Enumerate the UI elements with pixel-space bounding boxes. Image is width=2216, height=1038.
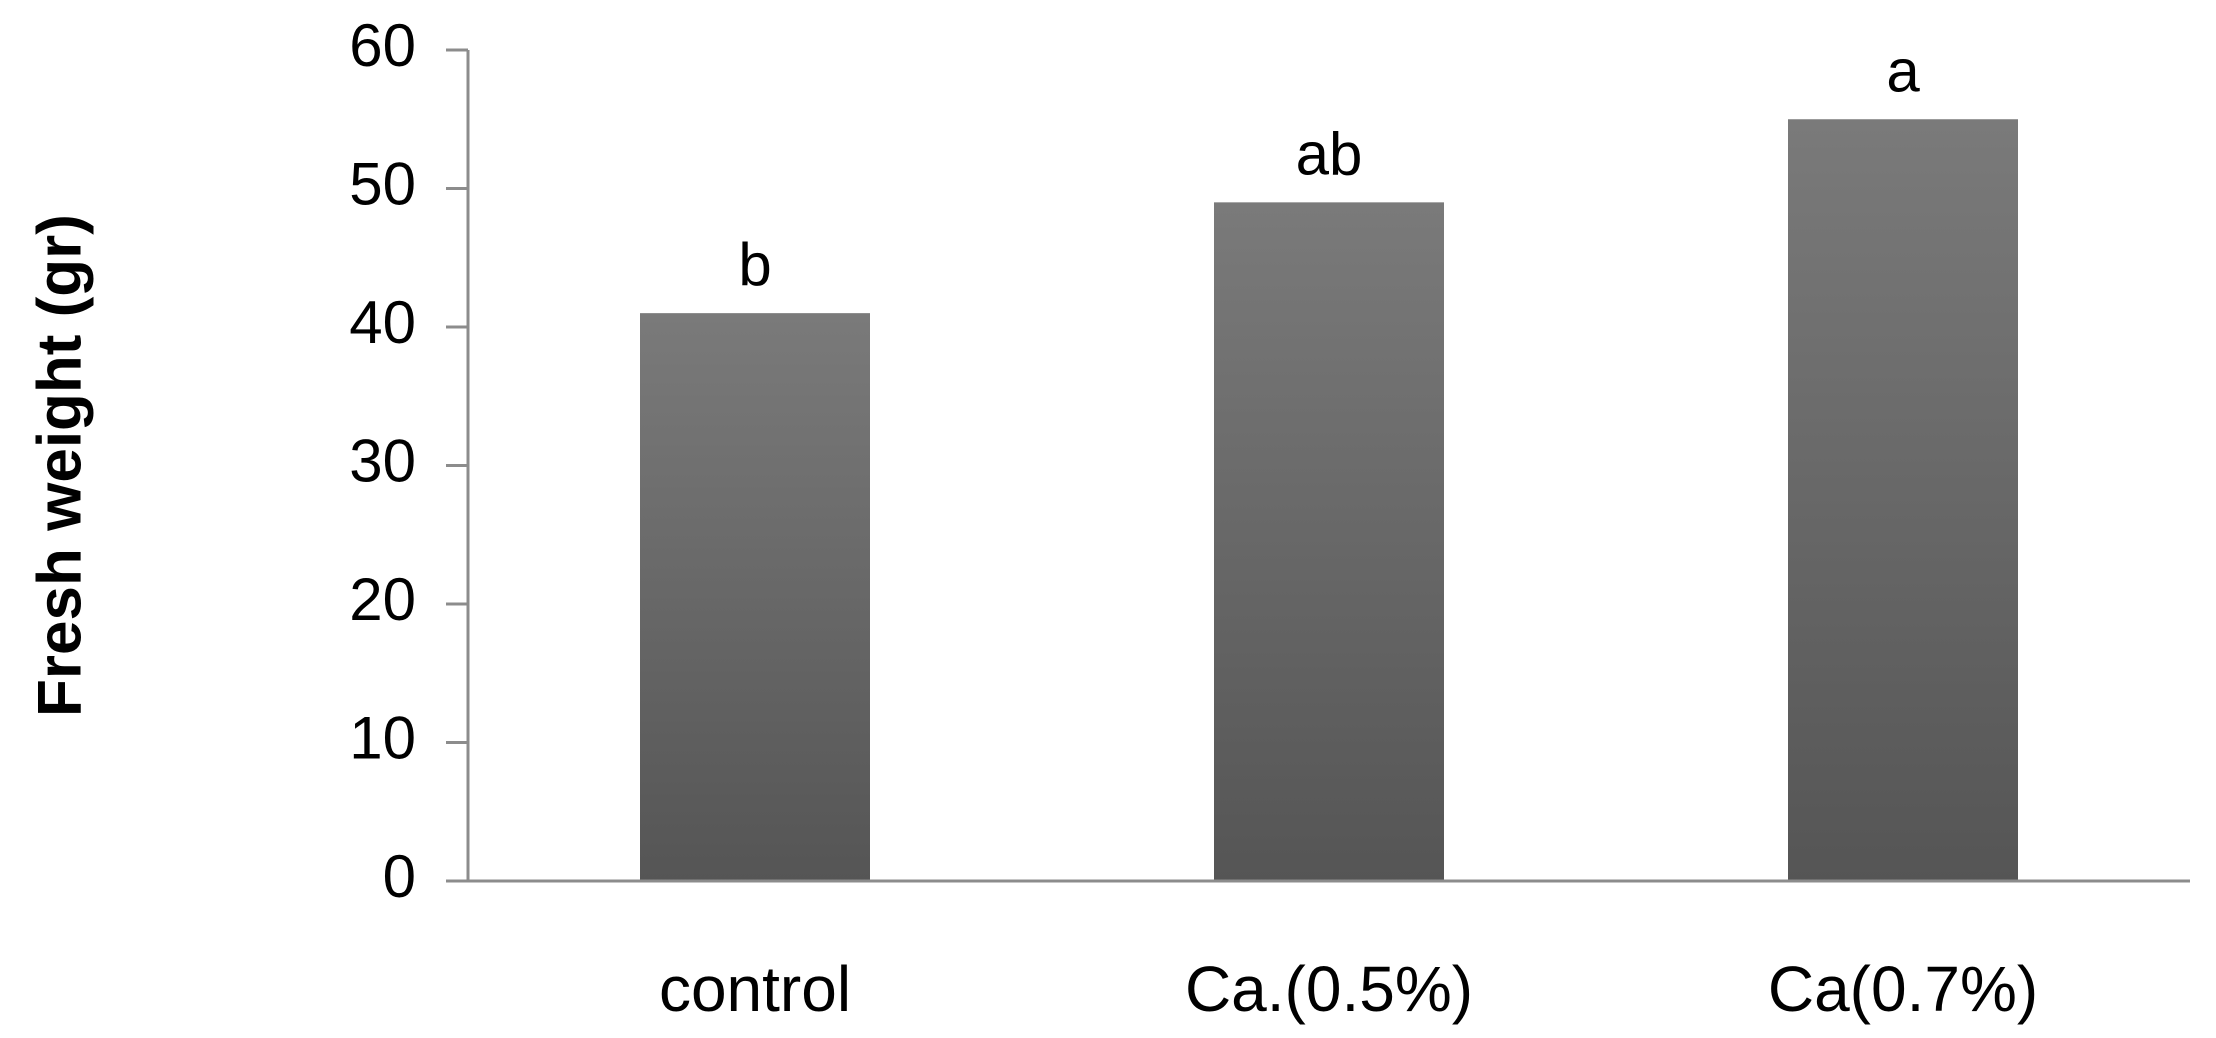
x-category-label: Ca.(0.5%) bbox=[1185, 953, 1473, 1025]
y-tick-label: 20 bbox=[349, 566, 416, 633]
y-tick-label: 50 bbox=[349, 150, 416, 217]
y-tick-label: 10 bbox=[349, 704, 416, 771]
bar-data-label: ab bbox=[1296, 120, 1363, 187]
y-tick-label: 30 bbox=[349, 427, 416, 494]
bars bbox=[640, 119, 2018, 882]
x-axis-labels: control Ca.(0.5%) Ca(0.7%) bbox=[659, 953, 2038, 1025]
y-axis-title: Fresh weight (gr) bbox=[25, 214, 94, 717]
bar bbox=[1788, 119, 2018, 881]
y-tick-label: 40 bbox=[349, 289, 416, 356]
data-labels: b ab a bbox=[738, 37, 1920, 298]
bar bbox=[1214, 202, 1444, 882]
bar-data-label: b bbox=[738, 231, 771, 298]
x-category-label: Ca(0.7%) bbox=[1768, 953, 2038, 1025]
bar-data-label: a bbox=[1886, 37, 1920, 104]
y-tick-label: 0 bbox=[383, 843, 416, 910]
y-tick-label: 60 bbox=[349, 12, 416, 79]
x-category-label: control bbox=[659, 953, 851, 1025]
y-axis-ticks: 0 10 20 30 40 50 60 bbox=[349, 12, 468, 910]
bar bbox=[640, 313, 870, 881]
y-axis-title-group: Fresh weight (gr) bbox=[25, 214, 94, 717]
